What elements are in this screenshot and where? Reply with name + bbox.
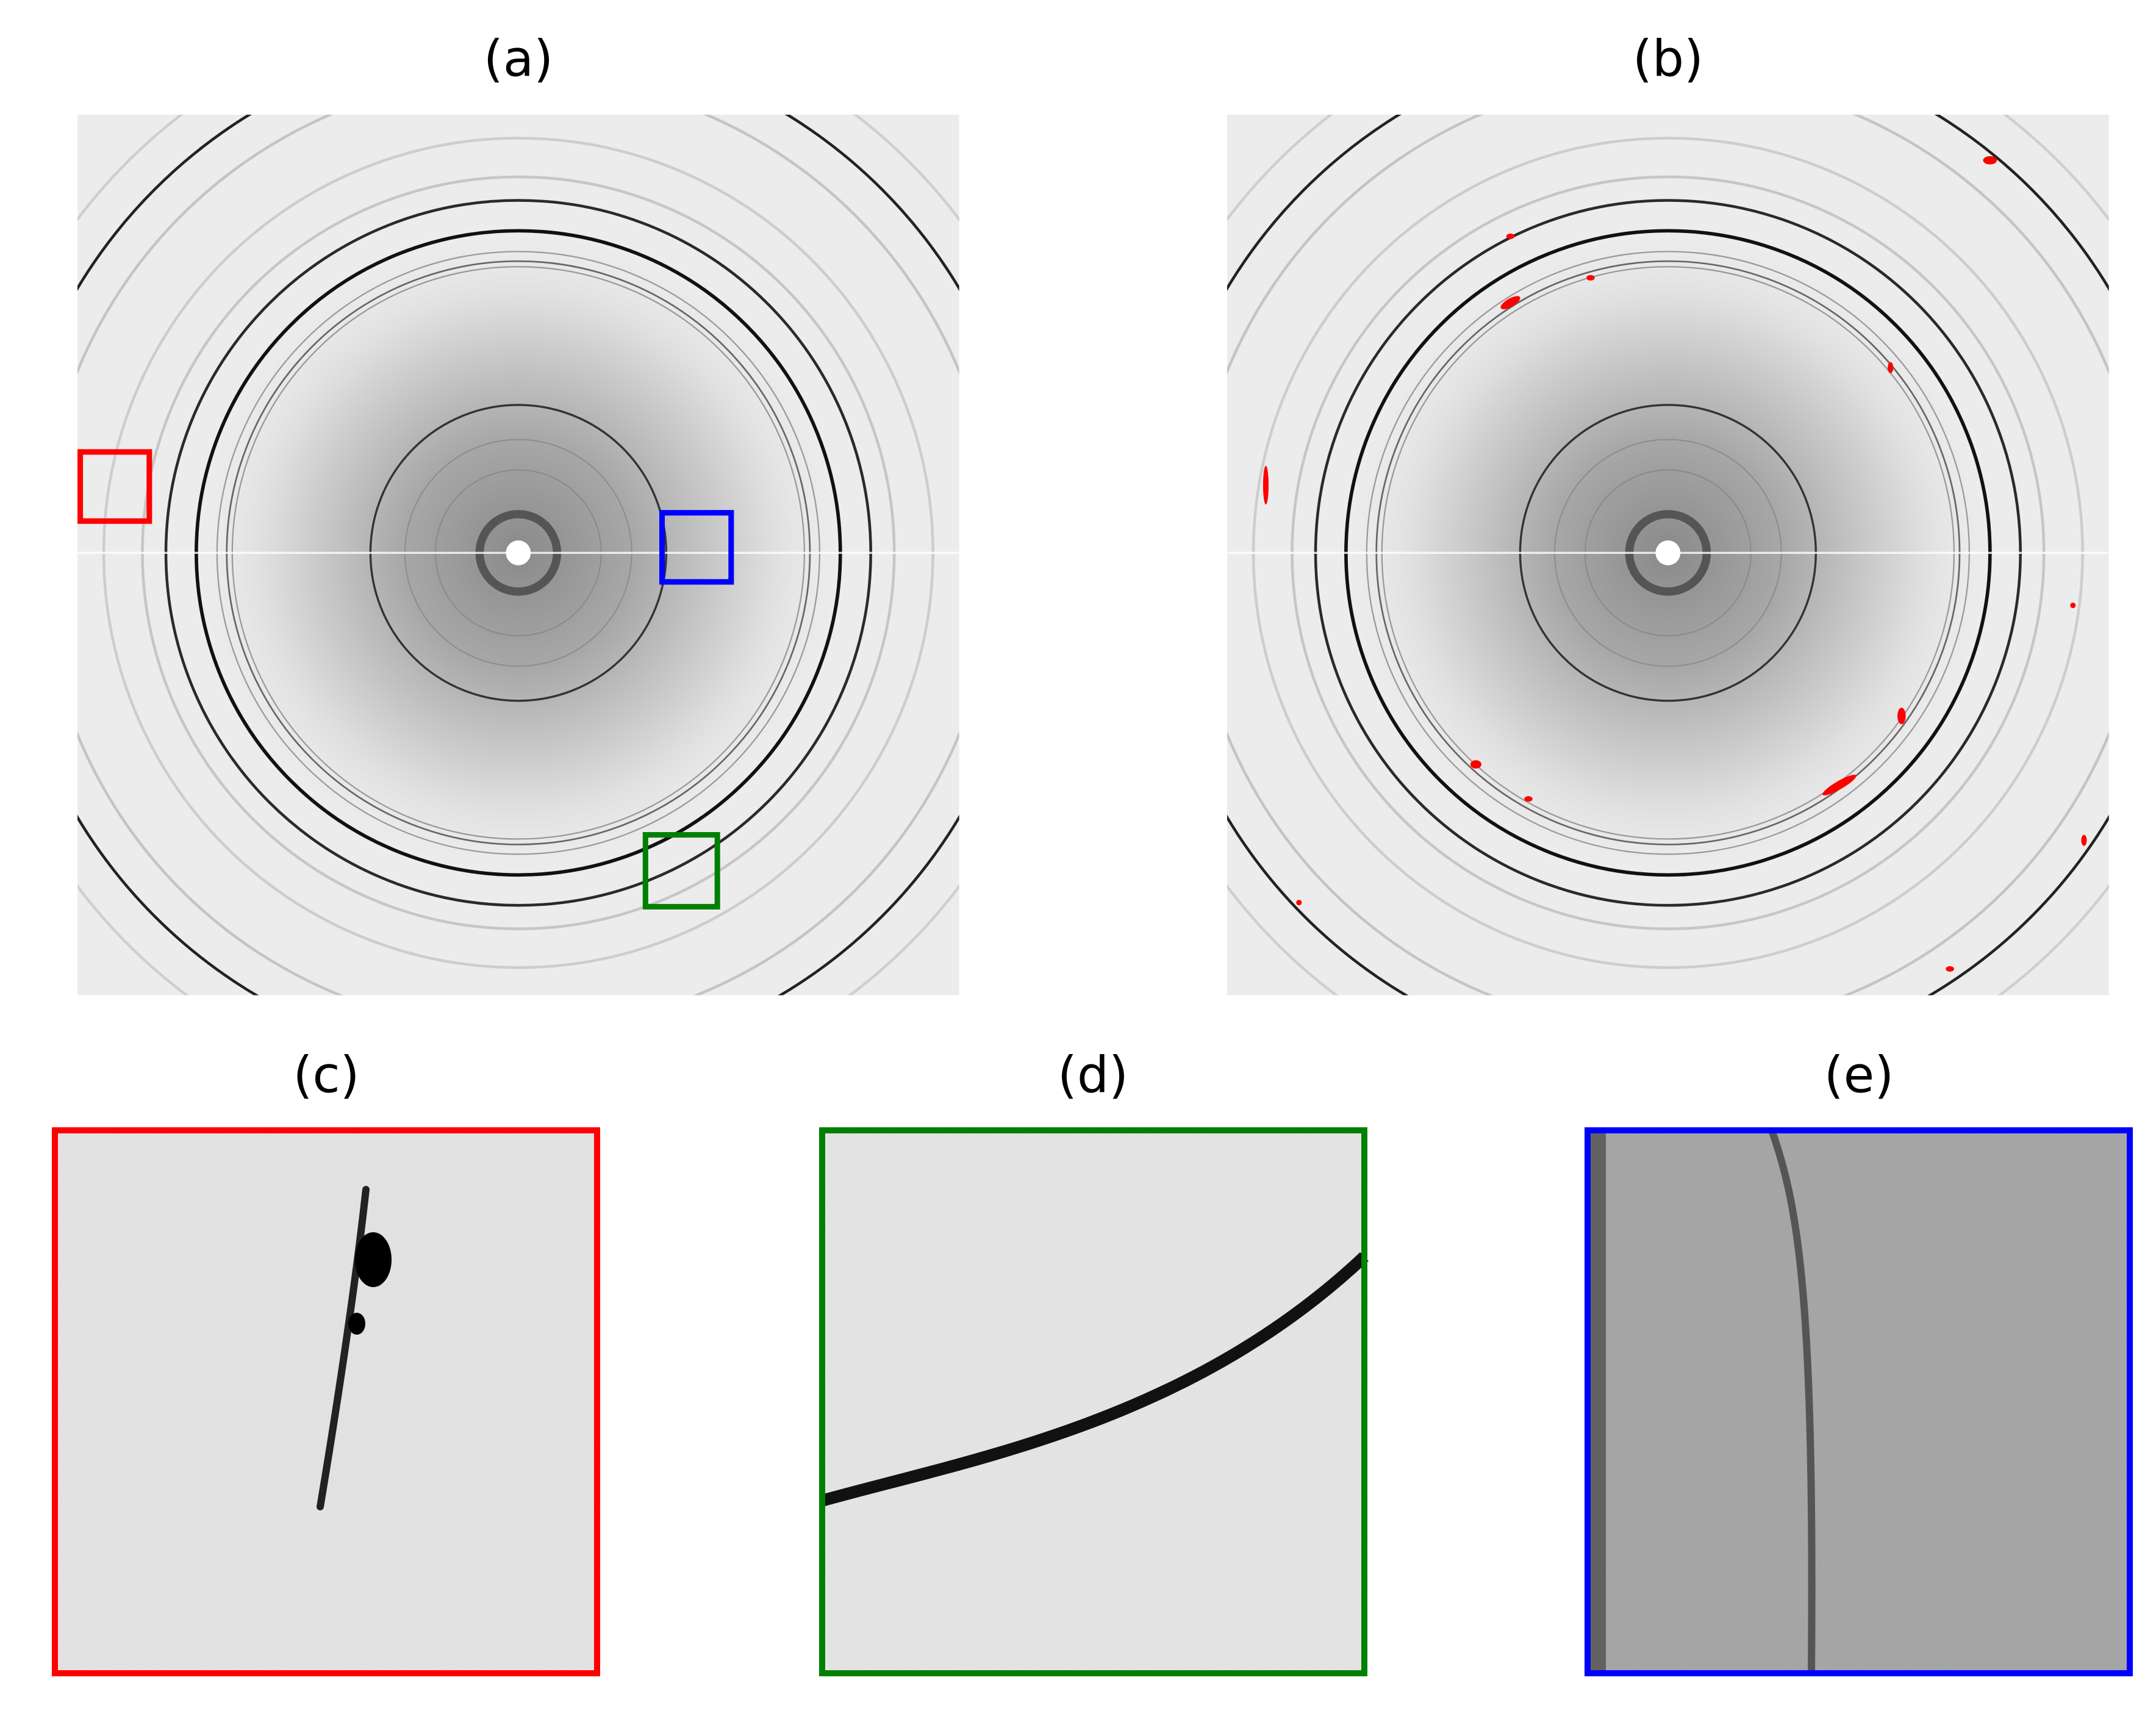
spot: [355, 1232, 392, 1287]
panel-label: (e): [1824, 1046, 1894, 1104]
frame-red: [52, 1127, 600, 1676]
spot: [348, 1313, 365, 1335]
noise: [55, 1130, 597, 1673]
panel-label: (a): [484, 30, 553, 88]
panel-label: (d): [1058, 1046, 1128, 1104]
ring-arc: [820, 1252, 1369, 1507]
frame-blue: [1585, 1127, 2133, 1676]
zoom-box-blue: [659, 510, 734, 585]
diffraction-image: [1115, 0, 2156, 1106]
panel-d: [819, 1127, 1369, 1676]
streak: [317, 1186, 370, 1510]
panel-label: (b): [1633, 30, 1703, 88]
panel-b: [1115, 0, 2156, 1106]
noise: [822, 1130, 1364, 1673]
faint-ring: [1768, 1129, 1816, 1674]
panel-e: [1585, 1127, 2133, 1676]
zoom-box-red: [77, 449, 152, 524]
panel-label: (c): [293, 1046, 359, 1104]
masked-spots: [1262, 156, 2087, 972]
diffraction-image: [0, 0, 1071, 1106]
zoom-box-green: [642, 832, 720, 910]
noise: [1588, 1130, 2130, 1673]
panel-c: [52, 1127, 600, 1676]
panel-a: [0, 0, 1071, 1106]
frame-green: [819, 1127, 1367, 1676]
